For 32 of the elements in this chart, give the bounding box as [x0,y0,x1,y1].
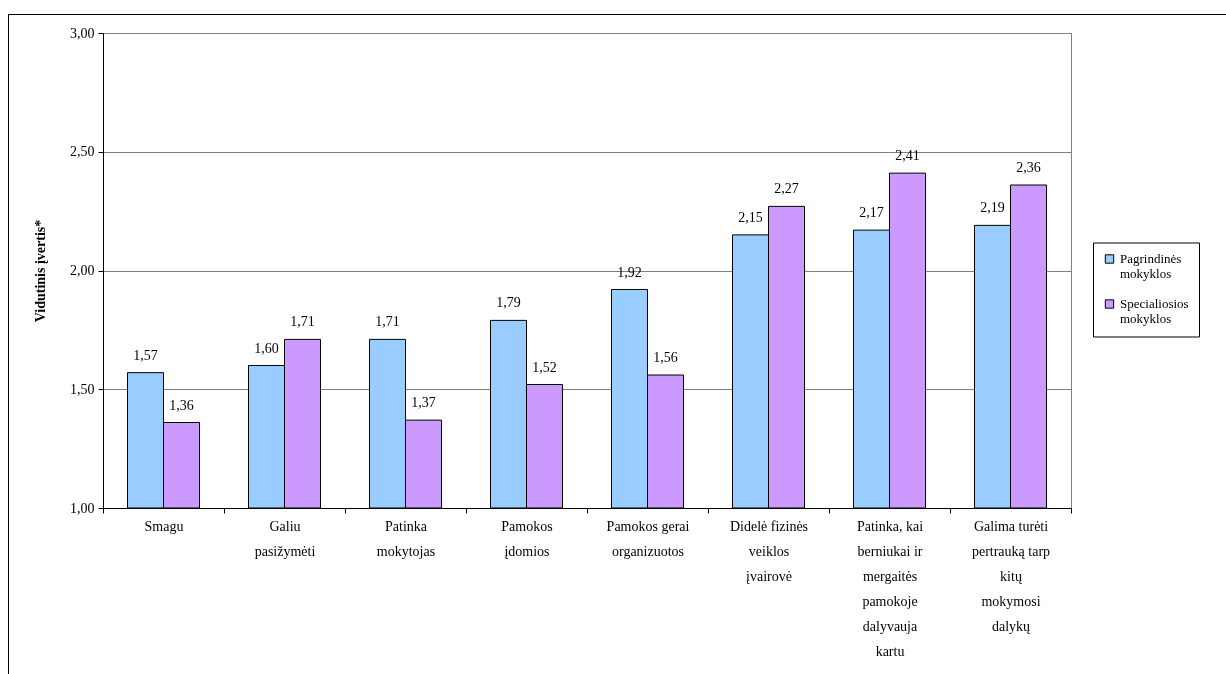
data-label: 2,19 [980,200,1005,216]
data-label: 2,27 [774,181,799,197]
x-tick-label: Patinka mokytojas [376,518,436,559]
legend-label: Specialiosios mokyklos [1120,296,1189,326]
legend-label: Pagrindinės mokyklos [1120,251,1182,281]
data-label: 2,17 [859,205,884,221]
data-label: 1,57 [133,347,158,363]
x-tick-label: Galima turėti pertrauką tarp kitų mokymosi dalykų [971,518,1051,634]
data-label: 1,79 [496,295,521,311]
y-tick-label: 3,00 [70,25,95,41]
data-label: 1,71 [290,314,315,330]
data-label: 2,36 [1016,160,1041,175]
data-label: 1,52 [532,359,557,375]
y-tick-label: 1,00 [70,500,95,516]
y-axis-title: Vidutinis įvertis* [33,219,48,323]
data-label: 1,56 [653,350,678,365]
x-tick-label: Didelė fizinės veiklos įvairovė [729,518,809,584]
x-tick-label: Pamokos gerai organizuotos [606,518,690,559]
data-label: 1,37 [411,395,436,411]
data-label: 2,15 [738,209,763,225]
x-tick-label: Pamokos įdomios [501,518,553,559]
x-tick-label: Galiu pasižymėti [254,518,316,559]
x-tick-label: Patinka, kai berniukai ir mergaitės pamokoje dalyvauja kartu [856,518,924,659]
x-tick-label: Smagu [144,518,184,534]
data-label: 1,60 [254,340,279,356]
data-label: 1,36 [169,397,194,413]
data-label: 1,71 [375,314,400,330]
y-tick-label: 2,00 [70,263,95,278]
y-tick-label: 2,50 [70,144,95,160]
data-label: 1,92 [617,264,642,280]
data-label: 2,41 [895,148,920,164]
y-tick-label: 1,50 [70,381,95,397]
